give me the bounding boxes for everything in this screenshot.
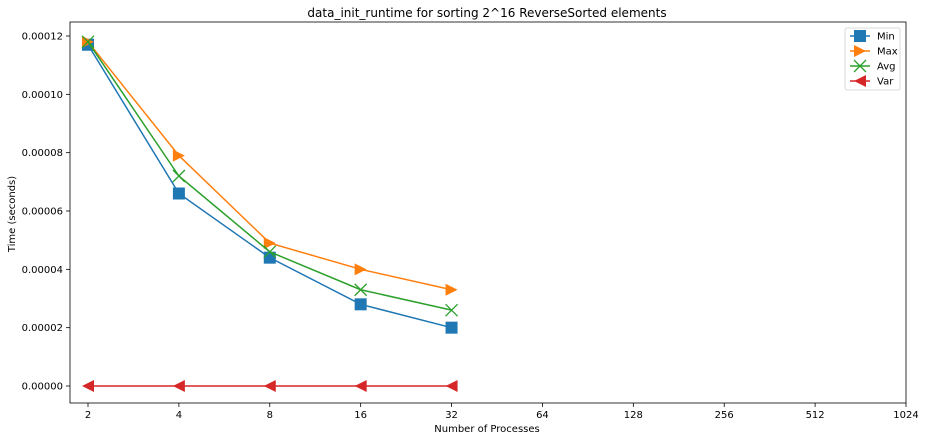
x-tick-label: 32 bbox=[445, 410, 458, 421]
legend-item-var: Var bbox=[850, 75, 894, 88]
series-line-avg bbox=[87, 41, 452, 311]
data-point-max bbox=[172, 149, 185, 162]
data-point-max bbox=[263, 237, 276, 250]
data-point-min bbox=[445, 321, 458, 334]
data-point-avg bbox=[354, 283, 368, 297]
x-tick-label: 8 bbox=[267, 410, 273, 421]
x-tick-label: 16 bbox=[354, 410, 367, 421]
data-point-avg bbox=[263, 245, 277, 259]
data-point-min bbox=[354, 298, 367, 311]
y-tick-label: 0.00012 bbox=[22, 32, 63, 43]
legend-item-min: Min bbox=[850, 30, 895, 43]
y-axis-label: Time (seconds) bbox=[7, 176, 18, 253]
legend-marker-var bbox=[854, 75, 866, 87]
legend: Min Max Avg Var bbox=[844, 27, 901, 91]
data-point-avg bbox=[81, 35, 95, 49]
data-point-avg bbox=[172, 169, 186, 183]
legend-item-max: Max bbox=[850, 45, 898, 58]
x-tick-label: 256 bbox=[715, 410, 734, 421]
y-tick-label: 0.00002 bbox=[22, 323, 63, 334]
legend-marker-min bbox=[854, 30, 866, 42]
series-line-min bbox=[87, 44, 452, 329]
legend-label-max: Max bbox=[877, 47, 898, 58]
legend-label-avg: Avg bbox=[877, 62, 896, 73]
data-point-max bbox=[354, 263, 367, 276]
series-layer bbox=[81, 35, 459, 392]
data-point-var bbox=[354, 380, 367, 392]
legend-item-avg: Avg bbox=[850, 59, 896, 73]
data-point-var bbox=[445, 380, 458, 392]
legend-box bbox=[844, 27, 901, 91]
legend-marker-avg bbox=[853, 59, 867, 73]
plot-border bbox=[69, 21, 907, 404]
series-min bbox=[82, 38, 458, 334]
chart-title: data_init_runtime for sorting 2^16 Rever… bbox=[307, 6, 666, 20]
y-tick-label: 0.00006 bbox=[22, 207, 63, 218]
x-tick-label: 512 bbox=[806, 410, 825, 421]
x-axis-label: Number of Processes bbox=[434, 424, 539, 435]
series-avg bbox=[81, 35, 459, 317]
y-tick-label: 0.00008 bbox=[22, 148, 63, 159]
data-point-avg bbox=[445, 303, 459, 317]
series-var bbox=[82, 380, 458, 392]
legend-label-min: Min bbox=[877, 32, 895, 43]
data-point-max bbox=[445, 283, 458, 296]
x-axis: 2 4 8 16 32 64 128 256 512 1024 bbox=[85, 403, 919, 421]
data-point-var bbox=[263, 380, 276, 392]
y-tick-label: 0.00004 bbox=[22, 265, 63, 276]
data-point-min bbox=[172, 187, 185, 200]
x-tick-label: 2 bbox=[85, 410, 91, 421]
x-tick-label: 128 bbox=[624, 410, 643, 421]
x-tick-label: 64 bbox=[536, 410, 549, 421]
y-tick-label: 0.00000 bbox=[22, 382, 63, 393]
data-point-var bbox=[172, 380, 185, 392]
x-tick-label: 1024 bbox=[893, 410, 918, 421]
y-tick-label: 0.00010 bbox=[22, 90, 63, 101]
data-point-var bbox=[82, 380, 94, 392]
y-axis: 0.00000 0.00002 0.00004 0.00006 0.00008 0.000… bbox=[22, 32, 70, 393]
legend-marker-max bbox=[854, 45, 866, 57]
plot-area bbox=[69, 21, 907, 404]
legend-label-var: Var bbox=[877, 77, 894, 88]
x-tick-label: 4 bbox=[176, 410, 182, 421]
